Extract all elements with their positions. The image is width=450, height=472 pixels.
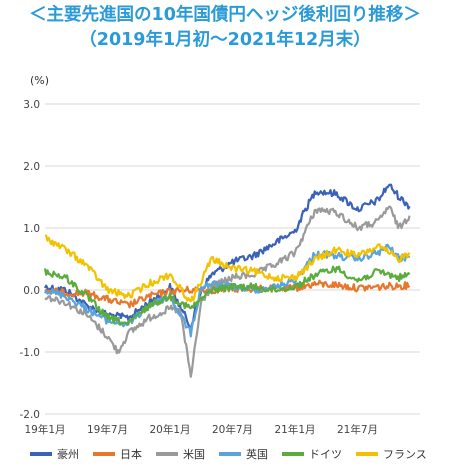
y-axis: (%) 3.0 2.0 1.0 0.0 -1.0 -2.0	[20, 74, 50, 421]
y-tick-label: 3.0	[23, 99, 40, 111]
legend-label: 日本	[120, 448, 142, 461]
chart-title: ＜主要先進国の10年国債円ヘッジ後利回り推移＞	[29, 5, 421, 25]
legend-label: 米国	[183, 448, 205, 461]
legend-item: ドイツ	[282, 446, 342, 462]
series-lines	[43, 183, 411, 378]
x-tick-label: 20年7月	[212, 423, 253, 436]
legend-swatch	[356, 452, 378, 456]
legend-item: 豪州	[30, 446, 79, 462]
y-tick-label: -1.0	[20, 347, 41, 359]
x-tick-label: 21年1月	[274, 423, 315, 436]
x-tick-label: 21年7月	[337, 423, 378, 436]
legend-item: フランス	[356, 446, 427, 462]
y-tick-label: 0.0	[23, 285, 40, 297]
x-tick-label: 19年1月	[24, 423, 65, 436]
legend-swatch	[156, 452, 178, 456]
series-line-ドイツ	[43, 265, 411, 326]
y-unit-label: (%)	[30, 74, 49, 87]
legend-item: 米国	[156, 446, 205, 462]
legend-swatch	[282, 452, 304, 456]
legend-swatch	[93, 452, 115, 456]
legend-item: 日本	[93, 446, 142, 462]
x-tick-label: 20年1月	[149, 423, 190, 436]
chart-subtitle: （2019年1月初～2021年12月末）	[79, 30, 371, 50]
y-tick-label: 2.0	[23, 161, 40, 173]
legend-label: ドイツ	[309, 448, 342, 461]
legend-swatch	[219, 452, 241, 456]
y-tick-label: 1.0	[23, 223, 40, 235]
legend-label: 英国	[246, 448, 268, 461]
x-tick-label: 19年7月	[87, 423, 128, 436]
y-tick-label: -2.0	[20, 409, 41, 421]
legend-item: 英国	[219, 446, 268, 462]
x-axis: 19年1月 19年7月 20年1月 20年7月 21年1月 21年7月	[24, 423, 378, 436]
legend-label: フランス	[383, 448, 427, 461]
legend-label: 豪州	[57, 448, 79, 461]
legend: 豪州 日本 米国 英国 ドイツ フランス	[30, 446, 441, 462]
series-line-米国	[44, 205, 411, 378]
legend-swatch	[30, 452, 52, 456]
series-line-フランス	[44, 234, 411, 303]
